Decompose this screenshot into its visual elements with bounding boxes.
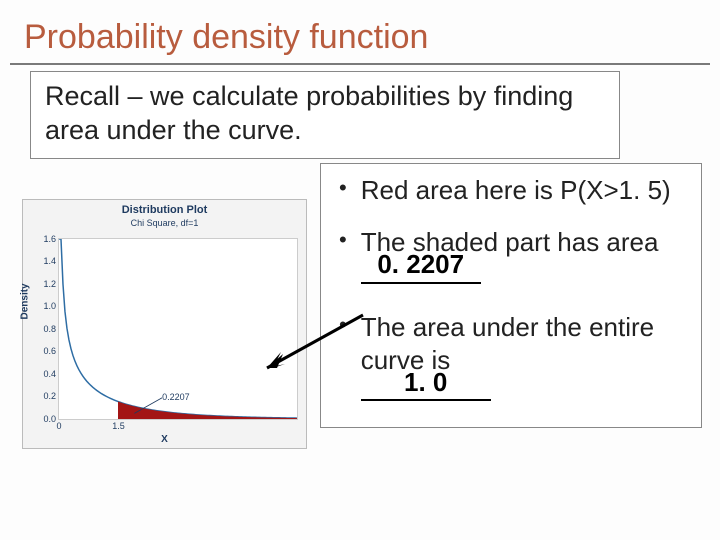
recall-box: Recall – we calculate probabilities by f… [30, 71, 620, 159]
bullet-text: Red area here is P(X>1. 5) [361, 174, 671, 207]
chart-annotation: 0.2207 [162, 392, 190, 402]
bullet-dot-icon: • [339, 174, 347, 203]
chart-xlabel: X [161, 434, 168, 445]
bullet-item: • The area under the entire curve is 1. … [339, 311, 693, 409]
bullet-dot-icon: • [339, 311, 347, 340]
fill-blank: 1. 0 [361, 399, 491, 401]
chart-box: Distribution Plot Chi Square, df=1 Densi… [22, 199, 307, 449]
bullet-item: • The shaded part has area 0. 2207 [339, 226, 693, 291]
title-bar: Probability density function [10, 0, 710, 65]
x-tick-label: 1.5 [112, 419, 125, 431]
chart-column: Distribution Plot Chi Square, df=1 Densi… [0, 159, 310, 449]
bullet-item: • Red area here is P(X>1. 5) [339, 174, 693, 207]
chart-subtitle: Chi Square, df=1 [23, 218, 306, 228]
bullet-dot-icon: • [339, 226, 347, 255]
bullets-column: • Red area here is P(X>1. 5) • The shade… [310, 159, 720, 449]
y-tick-label: 1.0 [43, 301, 59, 311]
y-tick-label: 1.4 [43, 256, 59, 266]
content-row: Distribution Plot Chi Square, df=1 Densi… [0, 159, 720, 449]
page-title: Probability density function [24, 18, 700, 57]
chart-ylabel: Density [20, 283, 31, 319]
y-tick-label: 0.4 [43, 369, 59, 379]
y-tick-label: 0.6 [43, 346, 59, 356]
fill-blank-value: 1. 0 [404, 366, 447, 399]
y-tick-label: 0.2 [43, 391, 59, 401]
fill-blank-value: 0. 2207 [377, 248, 464, 281]
y-tick-label: 0.8 [43, 324, 59, 334]
chart-title: Distribution Plot [23, 204, 306, 216]
bullet-text: The shaded part has area 0. 2207 [361, 226, 693, 291]
bullets-box: • Red area here is P(X>1. 5) • The shade… [320, 163, 702, 428]
y-tick-label: 1.2 [43, 279, 59, 289]
y-tick-label: 1.6 [43, 234, 59, 244]
fill-blank: 0. 2207 [361, 282, 481, 284]
chart-plot-area: 1.61.41.21.00.80.60.40.20.001.50.2207 [58, 238, 298, 420]
x-tick-label: 0 [56, 419, 61, 431]
recall-text: Recall – we calculate probabilities by f… [45, 80, 609, 148]
bullet-text: The area under the entire curve is 1. 0 [361, 311, 693, 409]
